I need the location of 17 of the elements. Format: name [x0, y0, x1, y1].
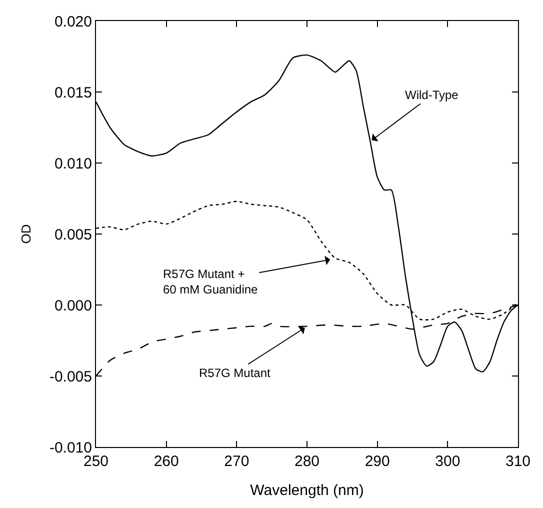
y-tick-label: 0.015 — [54, 84, 92, 102]
annotation: Wild-Type — [405, 88, 459, 102]
x-tick-label: 290 — [364, 453, 390, 470]
x-tick-label: 300 — [435, 453, 460, 470]
y-tick-label: 0.020 — [54, 13, 92, 30]
x-axis-title: Wavelength (nm) — [250, 482, 364, 499]
y-axis-title: OD — [18, 224, 34, 244]
annotation: R57G Mutant + 60 mM Guanidine — [163, 267, 258, 297]
y-tick-label: -0.005 — [49, 368, 92, 386]
x-tick-label: 280 — [294, 453, 320, 470]
x-tick-label: 310 — [505, 453, 531, 470]
y-tick-label: 0.005 — [54, 226, 92, 244]
x-tick-label: 260 — [154, 453, 179, 470]
y-tick-label: 0.000 — [54, 297, 92, 314]
annotation: R57G Mutant — [199, 366, 272, 380]
x-tick-label: 270 — [224, 453, 250, 470]
y-tick-label: 0.010 — [54, 155, 92, 172]
